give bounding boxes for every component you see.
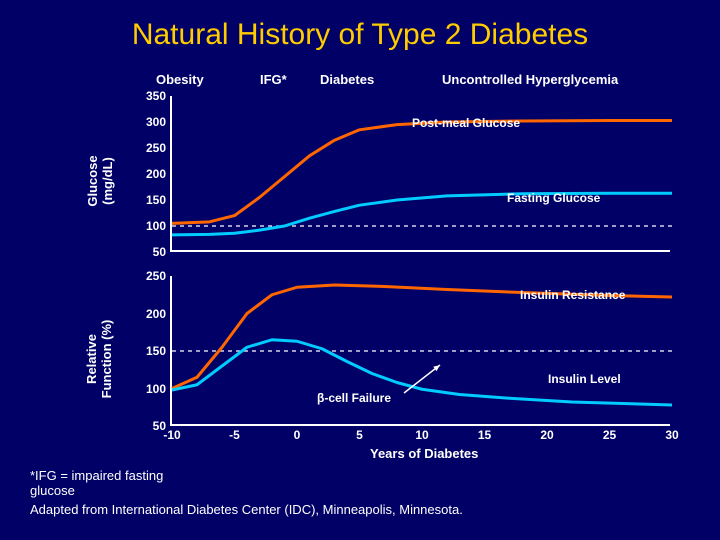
- ytick: 50: [136, 245, 166, 259]
- relative-ylabel: RelativeFunction (%): [84, 314, 114, 404]
- ytick: 200: [136, 167, 166, 181]
- page-title: Natural History of Type 2 Diabetes: [0, 0, 720, 52]
- ytick: 100: [136, 382, 166, 396]
- xtick: 5: [356, 428, 363, 442]
- xtick: 25: [603, 428, 616, 442]
- ytick: 300: [136, 115, 166, 129]
- xtick: -5: [229, 428, 240, 442]
- phase-uncontrolled: Uncontrolled Hyperglycemia: [442, 72, 618, 87]
- ytick: 50: [136, 419, 166, 433]
- ytick: 250: [136, 141, 166, 155]
- series-post-meal-glucose: [172, 120, 672, 223]
- xaxis-label: Years of Diabetes: [370, 446, 478, 461]
- ytick: 350: [136, 89, 166, 103]
- footnote-source: Adapted from International Diabetes Cent…: [30, 502, 463, 517]
- ytick: 100: [136, 219, 166, 233]
- phase-ifg: IFG*: [260, 72, 287, 87]
- phase-diabetes: Diabetes: [320, 72, 374, 87]
- glucose-panel: 50100150200250300350Post-meal GlucoseFas…: [170, 96, 670, 252]
- chart-area: 50100150200250300350Post-meal GlucoseFas…: [170, 96, 670, 442]
- relative-panel: 50100150200250-10-5051015202530Insulin R…: [170, 276, 670, 426]
- annotation: Insulin Resistance: [520, 288, 625, 302]
- annotation: β-cell Failure: [317, 391, 391, 405]
- xtick: 20: [540, 428, 553, 442]
- phase-obesity: Obesity: [156, 72, 204, 87]
- ytick: 150: [136, 193, 166, 207]
- footnote-ifg: *IFG = impaired fasting glucose: [30, 468, 210, 498]
- xtick: -10: [163, 428, 180, 442]
- annotation: Post-meal Glucose: [412, 116, 520, 130]
- xtick: 10: [415, 428, 428, 442]
- xtick: 15: [478, 428, 491, 442]
- ytick: 150: [136, 344, 166, 358]
- glucose-ylabel: Glucose(mg/dL): [85, 141, 115, 221]
- annotation: Fasting Glucose: [507, 191, 600, 205]
- xtick: 0: [294, 428, 301, 442]
- annotation: Insulin Level: [548, 372, 621, 386]
- ytick: 250: [136, 269, 166, 283]
- xtick: 30: [665, 428, 678, 442]
- ytick: 200: [136, 307, 166, 321]
